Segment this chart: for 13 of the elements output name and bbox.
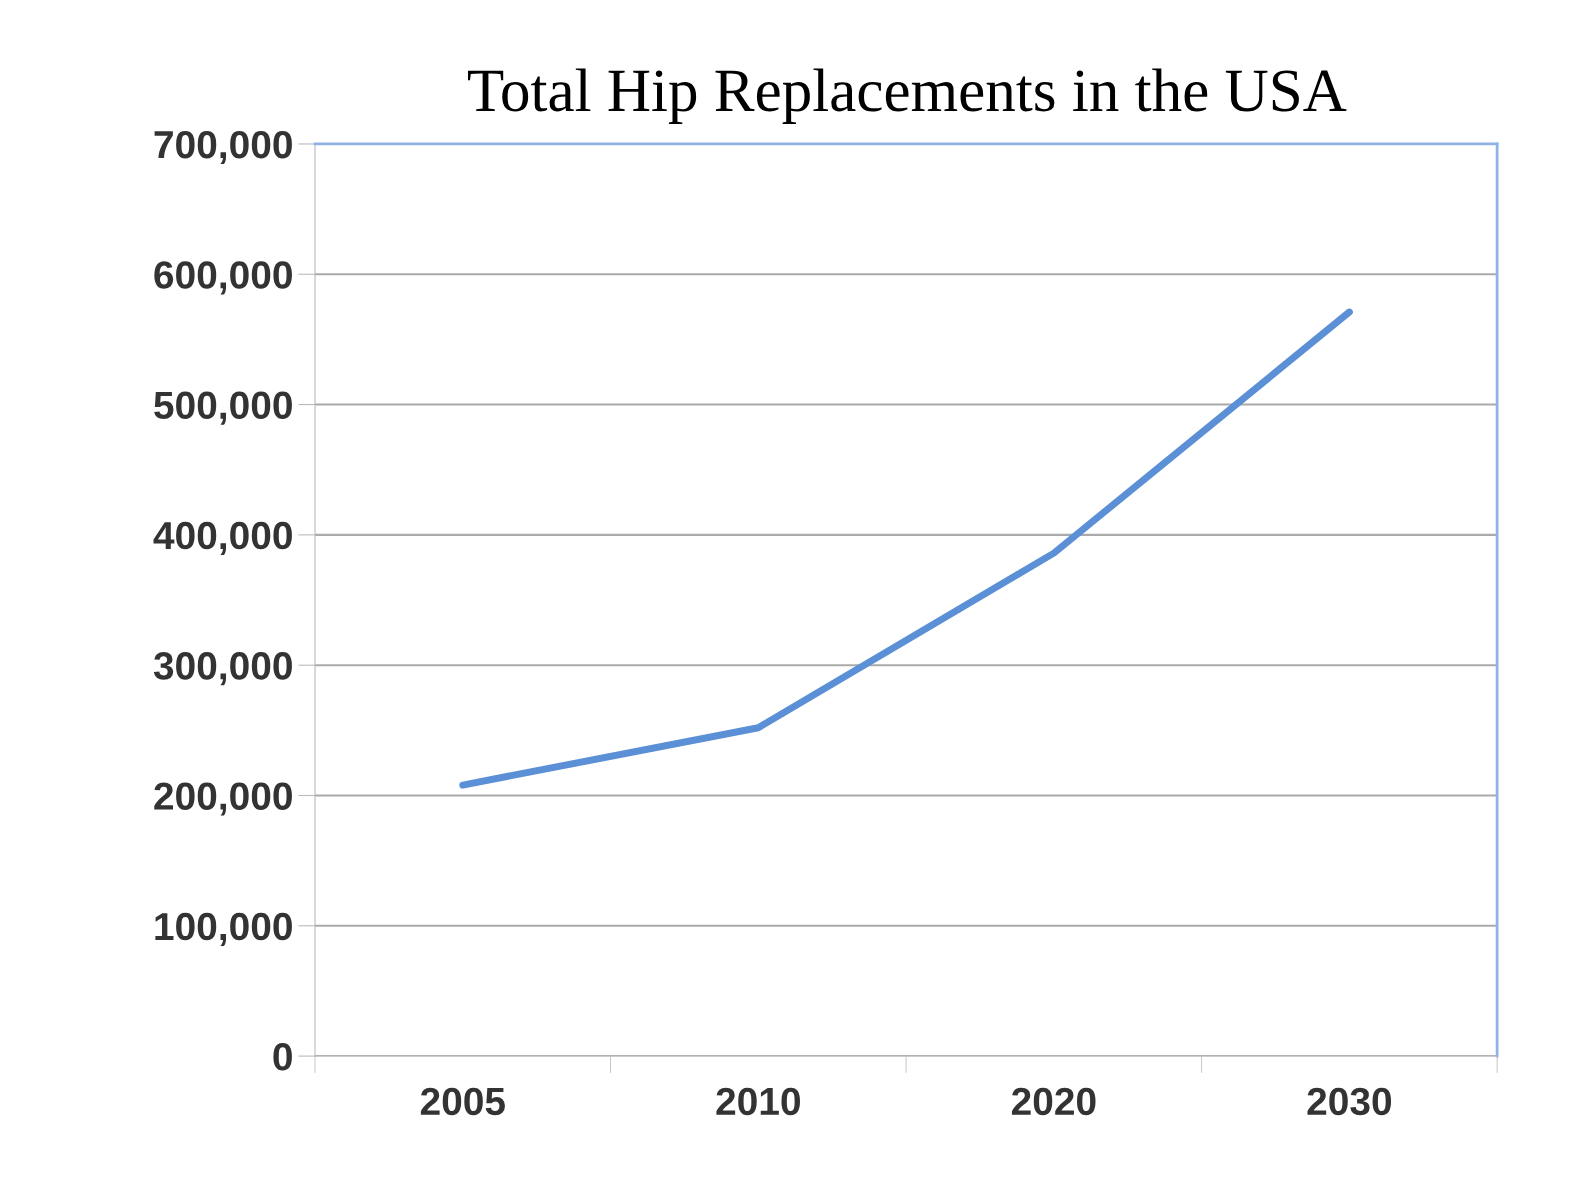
y-tick-label: 300,000 [153,652,292,686]
y-tick-label: 100,000 [155,912,292,946]
y-tick-label: 0 [273,1043,292,1071]
y-tick-label: 500,000 [154,391,292,425]
y-tick-label: 400,000 [153,521,292,555]
y-tick-label: 200,000 [154,782,292,816]
y-tick-label: 600,000 [154,261,292,295]
x-tick-label: 2010 [716,1087,800,1116]
x-tick-label: 2030 [1307,1087,1392,1116]
y-tick-label: 700,000 [154,130,292,165]
x-tick-label: 2020 [1011,1087,1096,1116]
chart-title: Total Hip Replacements in the USA [467,68,1347,124]
x-tick-label: 2005 [420,1087,505,1116]
